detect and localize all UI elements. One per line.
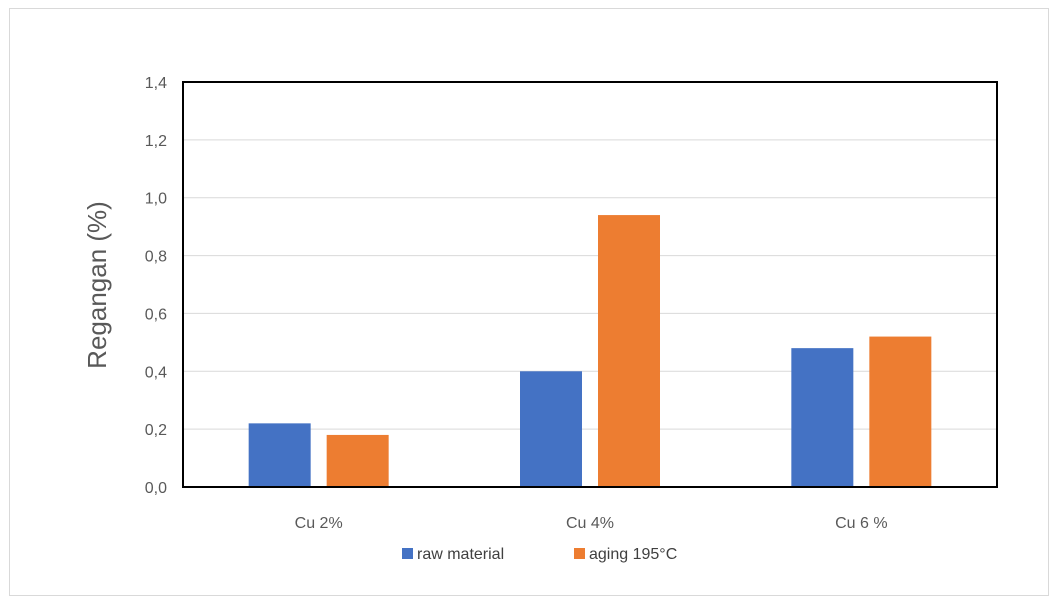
- bar-aging-195-c: [869, 336, 932, 487]
- x-tick-label: Cu 4%: [566, 515, 614, 532]
- bar-raw-material: [791, 348, 854, 487]
- bar-raw-material: [520, 371, 582, 487]
- x-tick-label: Cu 2%: [295, 515, 343, 532]
- y-tick-label: 0,6: [145, 306, 167, 323]
- y-axis-label: Regangan (%): [82, 201, 112, 369]
- legend-label: raw material: [417, 546, 504, 563]
- legend: raw material aging 195°C: [402, 546, 677, 563]
- y-tick-label: 0,0: [145, 480, 167, 497]
- y-axis-ticks: 0,0 0,2 0,4 0,6 0,8 1,0 1,2 1,4: [145, 75, 167, 497]
- bar-aging-195-c: [326, 434, 389, 487]
- y-tick-label: 0,2: [145, 422, 167, 439]
- x-tick-label: Cu 6 %: [835, 515, 887, 532]
- y-tick-label: 1,0: [145, 191, 167, 208]
- y-tick-label: 1,2: [145, 133, 167, 150]
- bars: [248, 215, 932, 488]
- y-tick-label: 0,8: [145, 249, 167, 266]
- legend-swatch: [402, 548, 413, 559]
- y-tick-label: 1,4: [145, 75, 167, 92]
- y-tick-label: 0,4: [145, 364, 167, 381]
- legend-swatch: [574, 548, 585, 559]
- bar-aging-195-c: [598, 215, 660, 488]
- plot-area-border: [182, 81, 998, 488]
- bar-raw-material: [248, 423, 311, 487]
- x-axis-ticks: Cu 2% Cu 4% Cu 6 %: [295, 515, 888, 532]
- legend-label: aging 195°C: [589, 546, 677, 563]
